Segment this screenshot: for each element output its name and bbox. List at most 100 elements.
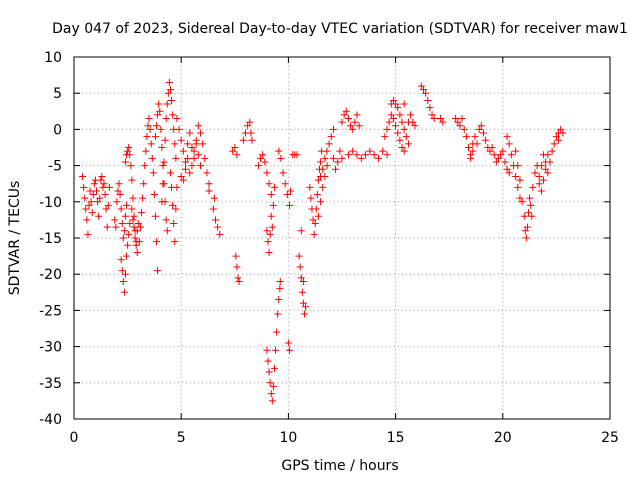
data-point: [317, 198, 325, 206]
data-point: [279, 169, 287, 177]
data-point: [559, 129, 567, 137]
data-point: [284, 339, 292, 347]
data-point: [507, 151, 515, 159]
data-point: [80, 183, 88, 191]
data-point: [385, 118, 393, 126]
data-point: [124, 147, 132, 155]
data-point: [84, 230, 92, 238]
data-point: [400, 100, 408, 108]
data-point: [125, 144, 133, 151]
data-point: [325, 140, 333, 148]
y-tick-label: -5: [48, 159, 62, 175]
data-point: [480, 129, 488, 137]
data-point: [247, 129, 255, 137]
data-point: [482, 136, 490, 144]
y-tick-label: 5: [53, 86, 62, 102]
data-point: [439, 118, 447, 126]
data-point: [136, 223, 144, 231]
data-point: [210, 194, 218, 202]
data-point: [128, 176, 136, 184]
data-point: [154, 267, 162, 275]
data-point: [394, 129, 402, 137]
data-point: [544, 169, 552, 177]
data-point: [370, 151, 378, 159]
data-point: [295, 252, 303, 260]
data-point: [460, 125, 468, 133]
data-point: [392, 122, 400, 130]
data-point: [146, 125, 154, 133]
y-tick-label: -10: [39, 195, 62, 211]
data-point: [154, 111, 162, 119]
data-point: [121, 158, 129, 166]
y-tick-label: -15: [39, 231, 62, 247]
data-point: [430, 115, 438, 123]
data-point: [156, 107, 164, 115]
data-point: [306, 183, 314, 191]
data-point: [144, 122, 152, 130]
data-point: [265, 180, 273, 188]
y-tick-label: -35: [39, 376, 62, 392]
data-point: [116, 191, 124, 199]
data-point: [527, 201, 535, 209]
data-point: [299, 277, 307, 285]
data-point: [259, 151, 267, 159]
data-point: [123, 201, 131, 209]
data-point: [349, 125, 357, 133]
y-tick-label: 10: [44, 50, 62, 66]
data-point: [141, 162, 149, 170]
data-point: [165, 78, 173, 86]
data-point: [184, 140, 192, 148]
data-point: [153, 122, 161, 130]
data-point: [514, 183, 522, 191]
data-point: [90, 180, 98, 188]
data-point: [273, 328, 281, 336]
data-point: [552, 133, 560, 141]
data-point: [114, 187, 122, 195]
data-point: [334, 158, 342, 166]
data-point: [188, 162, 196, 170]
data-point: [351, 118, 359, 126]
data-point: [381, 133, 389, 141]
data-point: [263, 169, 271, 177]
data-point: [148, 154, 156, 162]
data-point: [314, 212, 322, 220]
data-point: [516, 194, 524, 202]
data-point: [199, 140, 207, 148]
data-point: [503, 133, 511, 141]
data-point: [79, 172, 87, 180]
data-point: [426, 104, 434, 112]
y-tick-label: -25: [39, 303, 62, 319]
data-point: [94, 198, 102, 206]
data-point: [411, 122, 419, 130]
data-point: [264, 238, 272, 246]
data-point: [417, 82, 425, 90]
data-point: [102, 205, 110, 213]
data-point: [542, 165, 550, 173]
data-point: [181, 165, 189, 173]
data-point: [170, 220, 178, 228]
data-point: [216, 230, 224, 238]
data-point: [314, 176, 322, 184]
data-point: [389, 96, 397, 104]
data-point: [297, 274, 305, 282]
data-point: [190, 154, 198, 162]
data-point: [133, 248, 141, 256]
data-point: [499, 147, 507, 155]
data-point: [196, 162, 204, 170]
data-point: [190, 147, 198, 155]
data-point: [285, 346, 293, 354]
data-point: [467, 154, 475, 162]
data-point: [471, 133, 479, 141]
chart-title: Day 047 of 2023, Sidereal Day-to-day VTE…: [52, 21, 628, 37]
data-point: [355, 122, 363, 130]
x-tick-label: 25: [601, 430, 619, 446]
data-point: [111, 216, 119, 224]
data-point: [88, 209, 96, 217]
data-point: [477, 122, 485, 130]
data-point: [118, 220, 126, 228]
data-point: [353, 111, 361, 119]
data-point: [272, 346, 280, 354]
data-point: [162, 216, 170, 224]
data-point: [158, 144, 166, 151]
data-point: [409, 118, 417, 126]
